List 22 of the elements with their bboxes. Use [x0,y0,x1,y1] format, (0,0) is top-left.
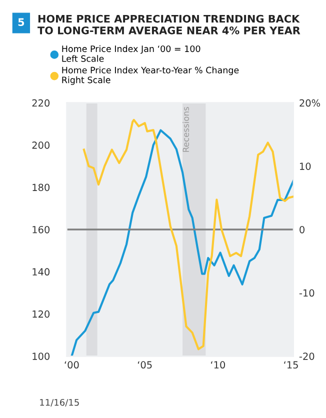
x-tick-label: ‘00 [64,361,79,369]
chart-title: HOME PRICE APPRECIATION TRENDING BACK TO LONG-TERM AVERAGE NEAR 4% PER YEAR [38,14,300,34]
y2-tick-label: -10 [299,289,314,297]
legend-label: Home Price Index Year-to-Year % Change Right Scale [62,66,239,85]
x-tick-label: ‘05 [138,361,152,369]
y-tick-label: 180 [32,184,50,192]
text: 5 [18,18,24,26]
y-tick-label: 220 [32,99,50,107]
y-tick-label: 140 [32,268,50,276]
band-label: Recessions [182,107,190,152]
y2-tick-label: 10 [300,162,311,170]
text: 11/16/15 [40,398,79,407]
y-tick-label: 160 [32,226,50,234]
y2-tick-label: 0 [300,226,304,234]
y-tick-label: 120 [32,310,50,318]
y2-tick-label: 20% [300,99,320,107]
y-tick-label: 200 [32,142,50,149]
x-tick-label: ‘10 [211,361,226,369]
legend-label: Home Price Index Jan ‘00 = 100 Left Scale [62,45,200,62]
y-tick-label: 100 [32,352,50,360]
y2-tick-label: -20 [299,352,314,360]
x-tick-label: ‘15 [284,361,298,369]
